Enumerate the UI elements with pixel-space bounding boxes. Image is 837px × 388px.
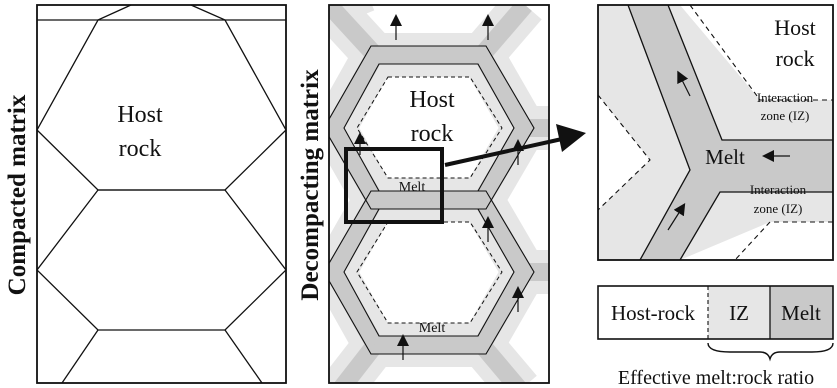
decompacting-matrix-panel: Decompacting matrix (297, 4, 550, 384)
zoom-melt-label: Melt (705, 145, 745, 169)
legend-brace (707, 342, 834, 362)
melt-label-upper: Melt (399, 180, 426, 195)
melt-label-lower: Melt (419, 321, 446, 336)
zoom-melt-channel (628, 5, 833, 260)
melt-rock-ratio-legend: Host-rock IZ Melt Effective melt:rock ra… (597, 285, 834, 388)
decompacting-matrix-frame (328, 4, 550, 384)
zoom-host-label-line2: rock (775, 46, 814, 71)
melt-channel-edges (329, 45, 535, 355)
zoom-iz-upper-line1: Interaction (757, 90, 814, 105)
legend-iz-swatch (708, 286, 770, 339)
flow-arrows (354, 14, 524, 360)
zoom-panel-frame (597, 4, 834, 261)
zoom-iz-lower-line1: Interaction (750, 182, 807, 197)
decompacting-host-rock-label-line2: rock (411, 121, 454, 147)
decompacting-matrix-label: Decompacting matrix (297, 69, 324, 301)
decompacting-host-rock-label-line1: Host (409, 87, 455, 113)
legend-host-rock-label: Host-rock (611, 301, 695, 325)
zoom-melt-edges (627, 5, 833, 260)
zoom-iz-lower-line2: zone (IZ) (754, 201, 803, 216)
interaction-zone-boundaries (356, 76, 503, 324)
zoom-host-label-line1: Host (774, 15, 816, 40)
legend-caption: Effective melt:rock ratio (618, 367, 814, 388)
compacted-matrix-frame (36, 4, 287, 384)
zoom-connector-arrow (444, 124, 586, 167)
zoom-panel: Host rock Interaction zone (IZ) Melt Int… (597, 4, 834, 261)
zoom-selection-box (344, 147, 444, 224)
zoom-iz-boundaries (598, 5, 833, 260)
compacted-host-rock-label-line2: rock (119, 136, 162, 162)
legend-frame (597, 285, 834, 340)
compacted-matrix-label: Compacted matrix (4, 94, 31, 295)
compacted-hex-grid (36, 4, 287, 384)
zoom-iz-upper-line2: zone (IZ) (761, 108, 810, 123)
legend-melt-swatch (770, 286, 833, 339)
compacted-matrix-panel: Compacted matrix Host rock (4, 4, 287, 384)
compacted-host-rock-label-line1: Host (117, 102, 163, 128)
legend-iz-label: IZ (729, 301, 749, 325)
zoom-flow-arrows (667, 70, 790, 231)
legend-melt-label: Melt (781, 301, 821, 325)
